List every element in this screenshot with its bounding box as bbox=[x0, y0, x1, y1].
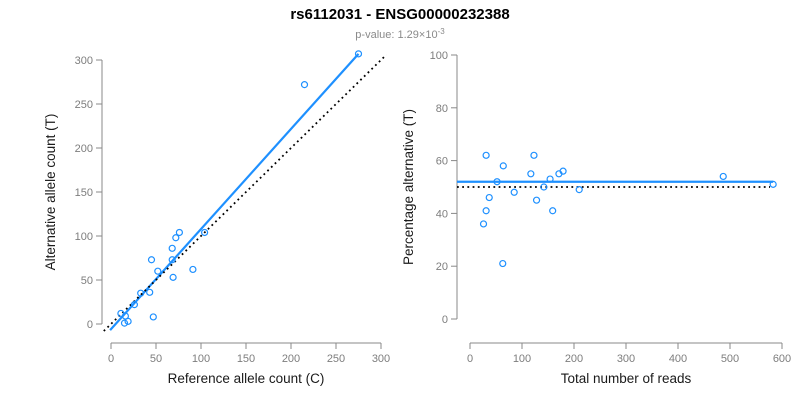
data-point bbox=[719, 172, 727, 181]
data-point bbox=[175, 228, 183, 237]
data-point bbox=[549, 207, 557, 215]
x-axis-label: Total number of reads bbox=[561, 371, 692, 386]
identity-line bbox=[103, 54, 388, 332]
data-point bbox=[130, 301, 138, 309]
data-point bbox=[482, 207, 490, 215]
y-tick-label: 50 bbox=[81, 275, 93, 287]
x-tick-label: 0 bbox=[467, 353, 473, 365]
data-point bbox=[172, 234, 180, 242]
data-point bbox=[559, 167, 567, 175]
plot-subtitle: p-value: 1.29×10-3 bbox=[0, 27, 800, 41]
x-tick-label: 500 bbox=[721, 353, 739, 365]
data-point bbox=[154, 267, 162, 275]
y-tick-label: 60 bbox=[436, 156, 448, 168]
y-axis-label: Percentage alternative (T) bbox=[401, 109, 416, 265]
x-tick-label: 400 bbox=[669, 353, 687, 365]
x-tick-label: 50 bbox=[150, 353, 162, 365]
data-point bbox=[124, 317, 132, 325]
data-point bbox=[189, 265, 197, 274]
data-point bbox=[493, 178, 501, 186]
data-point bbox=[510, 188, 518, 196]
data-point bbox=[499, 259, 507, 268]
data-point bbox=[168, 256, 176, 264]
data-point bbox=[769, 180, 777, 188]
data-point bbox=[146, 288, 154, 296]
y-tick-label: 300 bbox=[75, 55, 93, 67]
x-tick-label: 300 bbox=[372, 353, 390, 365]
x-tick-label: 0 bbox=[108, 353, 114, 365]
data-point bbox=[120, 319, 129, 327]
x-tick-label: 250 bbox=[327, 353, 345, 365]
data-point bbox=[482, 151, 490, 159]
x-tick-label: 150 bbox=[237, 353, 255, 365]
y-tick-label: 0 bbox=[87, 319, 93, 331]
data-point bbox=[169, 273, 177, 281]
y-tick-label: 80 bbox=[436, 103, 448, 115]
allele-counts-plot: 0 50 100 150 200 250 300 0 50 100 150 200 250 300 Refe… bbox=[43, 50, 390, 386]
data-point bbox=[575, 186, 583, 194]
data-point bbox=[149, 313, 157, 321]
y-tick-label: 100 bbox=[430, 50, 448, 62]
data-point bbox=[168, 244, 176, 252]
y-tick-label: 250 bbox=[75, 99, 93, 111]
data-point bbox=[546, 175, 554, 183]
data-point bbox=[499, 162, 507, 170]
x-tick-label: 200 bbox=[565, 353, 583, 365]
y-tick-label: 150 bbox=[75, 187, 93, 199]
percentage-reads-plot: 0 20 40 60 80 100 0 100 200 300 400 500 600 Total num… bbox=[401, 50, 791, 386]
data-point bbox=[300, 81, 309, 89]
y-tick-label: 0 bbox=[442, 314, 448, 326]
x-axis-label: Reference allele count (C) bbox=[168, 371, 325, 386]
data-point bbox=[479, 220, 488, 228]
data-point bbox=[532, 196, 541, 204]
data-point bbox=[485, 193, 493, 202]
pvalue-text: p-value: 1.29×10 bbox=[355, 29, 438, 41]
fit-line bbox=[109, 53, 360, 331]
data-point bbox=[540, 183, 548, 191]
data-point bbox=[527, 170, 535, 178]
x-tick-label: 300 bbox=[617, 353, 635, 365]
data-point bbox=[201, 228, 209, 237]
data-point bbox=[137, 289, 145, 297]
data-point bbox=[354, 50, 363, 58]
data-point bbox=[147, 256, 156, 264]
x-tick-label: 200 bbox=[282, 353, 300, 365]
y-tick-label: 100 bbox=[75, 231, 93, 243]
plot-title: rs6112031 - ENSG00000232388 bbox=[290, 6, 510, 23]
y-tick-label: 200 bbox=[75, 143, 93, 155]
data-point bbox=[530, 151, 538, 159]
y-axis-label: Alternative allele count (T) bbox=[43, 114, 58, 271]
pvalue-exponent: -3 bbox=[437, 27, 445, 36]
y-tick-label: 20 bbox=[436, 261, 448, 273]
x-tick-label: 100 bbox=[513, 353, 531, 365]
x-tick-label: 100 bbox=[192, 353, 210, 365]
x-tick-label: 600 bbox=[773, 353, 791, 365]
y-tick-label: 40 bbox=[436, 208, 448, 220]
